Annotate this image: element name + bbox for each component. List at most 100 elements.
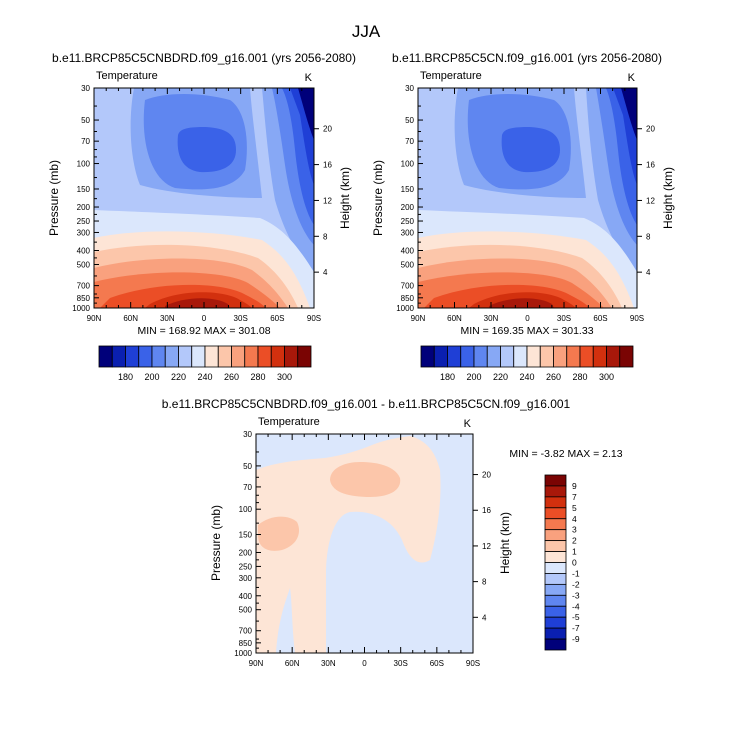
colorbar-label: 260 [546, 372, 561, 382]
pressure-tick-label: 150 [239, 531, 253, 540]
panel-b-contours [418, 88, 637, 308]
latitude-tick-label: 60N [123, 314, 138, 323]
contour-band [489, 298, 554, 308]
colorbar-swatch [486, 345, 501, 368]
height-tick-label: 20 [646, 125, 655, 134]
height-tick-label: 12 [323, 196, 332, 205]
latitude-tick-label: 0 [362, 659, 367, 668]
colorbar-swatch [544, 474, 567, 487]
colorbar-label: 200 [144, 372, 159, 382]
pressure-tick-label: 70 [405, 137, 414, 146]
height-tick-label: 12 [646, 196, 655, 205]
latitude-tick-label: 60S [593, 314, 607, 323]
colorbar-label: 200 [466, 372, 481, 382]
colorbar-label: 180 [440, 372, 455, 382]
pressure-tick-label: 850 [77, 294, 91, 303]
panel-a-ylabel-right: Height (km) [338, 167, 352, 229]
height-tick-label: 12 [482, 542, 491, 551]
height-tick-label: 16 [323, 161, 332, 170]
pressure-tick-label: 50 [243, 462, 252, 471]
pressure-tick-label: 100 [239, 505, 253, 514]
pressure-tick-label: 1000 [234, 649, 252, 658]
colorbar-swatch [606, 345, 621, 368]
pressure-tick-label: 250 [401, 217, 415, 226]
colorbar-swatch [592, 345, 607, 368]
colorbar-swatch [544, 616, 567, 629]
contour-band [165, 298, 230, 308]
colorbar-swatch [473, 345, 488, 368]
height-tick-label: 8 [646, 232, 651, 241]
colorbar-swatch [544, 496, 567, 509]
pressure-tick-label: 700 [239, 627, 253, 636]
pressure-tick-label: 30 [243, 430, 252, 439]
colorbar-label: 280 [572, 372, 587, 382]
panel-b-ylabel-right: Height (km) [661, 167, 675, 229]
colorbar-swatch [433, 345, 448, 368]
colorbar-swatch [544, 540, 567, 552]
colorbar-swatch [191, 345, 206, 368]
colorbar-label: -9 [572, 634, 580, 644]
panel-b-axes: 305070100150200250300400500700850100090N… [396, 84, 655, 323]
height-tick-label: 4 [646, 268, 651, 277]
latitude-tick-label: 60N [447, 314, 462, 323]
colorbar-label: 240 [519, 372, 534, 382]
colorbar-b: 180 200 220 240 260 280 300 [420, 345, 634, 382]
pressure-tick-label: 500 [401, 261, 415, 270]
colorbar-label: 1 [572, 547, 577, 557]
latitude-tick-label: 60N [285, 659, 300, 668]
pressure-tick-label: 1000 [396, 304, 414, 313]
latitude-tick-label: 90S [630, 314, 644, 323]
pressure-tick-label: 300 [77, 228, 91, 237]
pressure-tick-label: 400 [239, 592, 253, 601]
pressure-tick-label: 1000 [72, 304, 90, 313]
colorbar-swatch [579, 345, 594, 368]
colorbar-swatch [619, 345, 634, 368]
latitude-tick-label: 30N [160, 314, 175, 323]
colorbar-swatch [204, 345, 219, 368]
pressure-tick-label: 250 [239, 562, 253, 571]
contour-band [330, 462, 401, 497]
colorbar-swatch [544, 583, 567, 596]
pressure-tick-label: 850 [401, 294, 415, 303]
pressure-tick-label: 150 [401, 185, 415, 194]
colorbar-swatch [539, 345, 554, 368]
pressure-tick-label: 200 [77, 203, 91, 212]
colorbar-swatch [513, 345, 528, 368]
latitude-tick-label: 60S [430, 659, 444, 668]
latitude-tick-label: 90N [411, 314, 426, 323]
panel-c-left-string: Temperature [258, 416, 320, 428]
pressure-tick-label: 700 [401, 282, 415, 291]
latitude-tick-label: 0 [202, 314, 207, 323]
colorbar-swatch [257, 345, 272, 368]
colorbar-swatch [460, 345, 475, 368]
colorbar-label: 5 [572, 503, 577, 513]
pressure-tick-label: 300 [239, 574, 253, 583]
colorbar-label: 280 [250, 372, 265, 382]
latitude-tick-label: 90S [466, 659, 480, 668]
colorbar-swatch [164, 345, 179, 368]
latitude-tick-label: 30N [484, 314, 499, 323]
colorbar-swatch [138, 345, 153, 368]
colorbar-label: 9 [572, 481, 577, 491]
colorbar-swatch [544, 562, 567, 574]
colorbar-swatch [544, 627, 567, 640]
panel-b-left-string: Temperature [420, 70, 482, 82]
pressure-tick-label: 70 [243, 483, 252, 492]
pressure-tick-label: 70 [81, 137, 90, 146]
latitude-tick-label: 60S [270, 314, 284, 323]
pressure-tick-label: 50 [405, 116, 414, 125]
colorbar-label: 300 [599, 372, 614, 382]
pressure-tick-label: 30 [405, 84, 414, 93]
colorbar-swatch [125, 345, 140, 368]
colorbar-swatch [151, 345, 166, 368]
pressure-tick-label: 100 [77, 160, 91, 169]
latitude-tick-label: 90N [249, 659, 264, 668]
height-tick-label: 4 [323, 268, 328, 277]
contour-band [621, 88, 637, 140]
colorbar-swatch [244, 345, 259, 368]
colorbar-swatch [98, 345, 113, 368]
panel-b-right-string: K [628, 72, 636, 84]
colorbar-swatch [566, 345, 581, 368]
colorbar-swatch [217, 345, 232, 368]
